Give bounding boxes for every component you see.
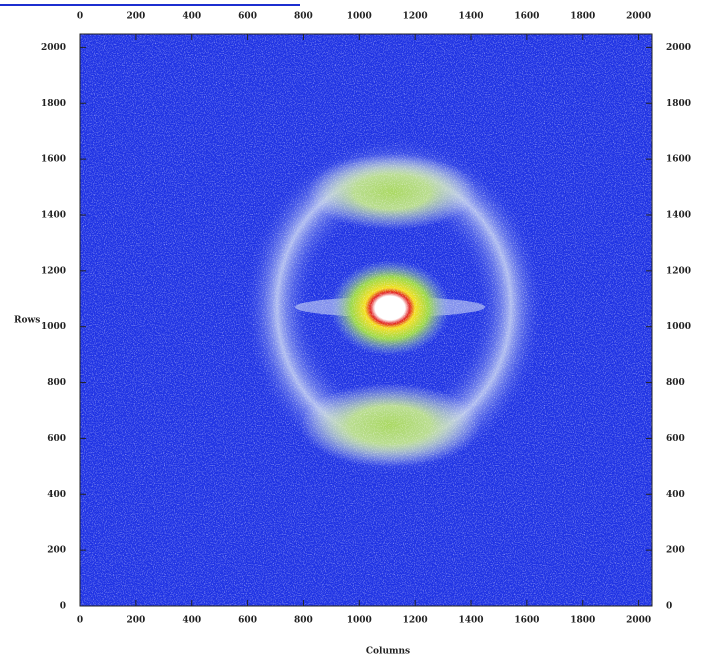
x-tick-label: 800 — [294, 616, 313, 626]
y-tick-label: 1800 — [41, 99, 66, 109]
y-tick-label-right: 400 — [666, 490, 685, 500]
x-tick-label: 1400 — [458, 616, 483, 626]
y-tick-label-right: 600 — [666, 434, 685, 444]
x-tick-label: 1600 — [514, 616, 539, 626]
x-tick-label: 200 — [126, 616, 145, 626]
y-tick-label-right: 200 — [666, 546, 685, 556]
x-tick-label: 2000 — [626, 616, 651, 626]
detector-image — [80, 34, 652, 606]
x-tick-label: 600 — [238, 616, 257, 626]
y-tick-label: 200 — [47, 546, 66, 556]
y-tick-label: 0 — [60, 602, 66, 612]
x-tick-label: 0 — [77, 616, 83, 626]
y-tick-label-right: 800 — [666, 378, 685, 388]
x-tick-label-top: 1400 — [458, 12, 483, 22]
x-tick-label-top: 1200 — [403, 12, 428, 22]
x-tick-label: 400 — [182, 616, 201, 626]
y-tick-label: 2000 — [41, 43, 66, 53]
y-tick-label: 800 — [47, 378, 66, 388]
x-tick-label-top: 1800 — [570, 12, 595, 22]
y-tick-label: 1400 — [41, 210, 66, 220]
x-tick-label: 1000 — [347, 616, 372, 626]
x-tick-label-top: 200 — [126, 12, 145, 22]
y-tick-label-right: 1600 — [666, 155, 691, 165]
x-tick-label-top: 2000 — [626, 12, 651, 22]
x-tick-label: 1800 — [570, 616, 595, 626]
x-tick-label-top: 1600 — [514, 12, 539, 22]
y-tick-label-right: 1200 — [666, 266, 691, 276]
y-tick-label: 1000 — [41, 322, 66, 332]
y-tick-label-right: 1000 — [666, 322, 691, 332]
x-tick-label-top: 400 — [182, 12, 201, 22]
y-tick-label: 1600 — [41, 155, 66, 165]
x-tick-label-top: 800 — [294, 12, 313, 22]
x-tick-label: 1200 — [403, 616, 428, 626]
y-tick-label: 600 — [47, 434, 66, 444]
y-tick-label-right: 1800 — [666, 99, 691, 109]
y-tick-label-right: 0 — [666, 602, 672, 612]
y-tick-label-right: 2000 — [666, 43, 691, 53]
x-tick-label-top: 0 — [77, 12, 83, 22]
y-tick-label-right: 1400 — [666, 210, 691, 220]
x-axis-label: Columns — [366, 647, 410, 657]
y-tick-label: 1200 — [41, 266, 66, 276]
x-tick-label-top: 600 — [238, 12, 257, 22]
y-tick-label: 400 — [47, 490, 66, 500]
x-tick-label-top: 1000 — [347, 12, 372, 22]
y-axis-label: Rows — [14, 316, 40, 326]
plot-frame — [79, 33, 653, 607]
